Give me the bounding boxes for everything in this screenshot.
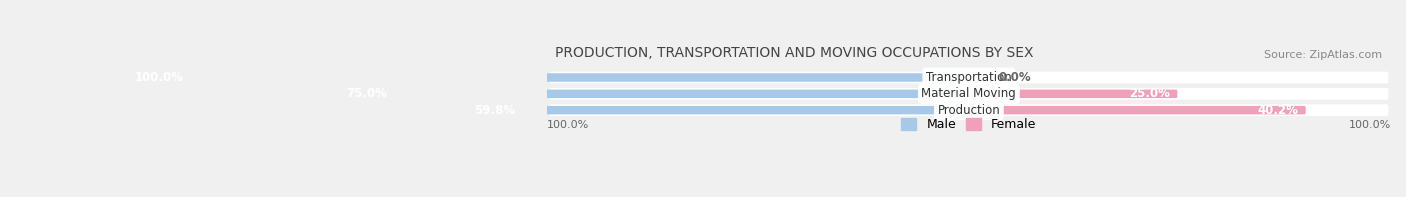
FancyBboxPatch shape xyxy=(467,106,969,114)
Text: 0.0%: 0.0% xyxy=(998,71,1031,84)
Text: 100.0%: 100.0% xyxy=(1348,120,1391,130)
FancyBboxPatch shape xyxy=(550,104,1389,116)
Text: 100.0%: 100.0% xyxy=(547,120,589,130)
FancyBboxPatch shape xyxy=(127,73,969,82)
Text: 40.2%: 40.2% xyxy=(1257,104,1298,117)
Legend: Male, Female: Male, Female xyxy=(897,114,1040,135)
Text: 75.0%: 75.0% xyxy=(346,87,387,100)
FancyBboxPatch shape xyxy=(550,88,1389,100)
Text: Material Moving: Material Moving xyxy=(921,87,1017,100)
Text: Transportation: Transportation xyxy=(927,71,1012,84)
Text: Source: ZipAtlas.com: Source: ZipAtlas.com xyxy=(1264,50,1382,60)
Text: 59.8%: 59.8% xyxy=(474,104,515,117)
FancyBboxPatch shape xyxy=(969,90,1177,98)
Text: Production: Production xyxy=(938,104,1000,117)
FancyBboxPatch shape xyxy=(969,106,1306,114)
Text: PRODUCTION, TRANSPORTATION AND MOVING OCCUPATIONS BY SEX: PRODUCTION, TRANSPORTATION AND MOVING OC… xyxy=(555,46,1033,60)
FancyBboxPatch shape xyxy=(550,72,1389,83)
FancyBboxPatch shape xyxy=(339,90,969,98)
Text: 100.0%: 100.0% xyxy=(135,71,184,84)
Text: 25.0%: 25.0% xyxy=(1129,87,1170,100)
